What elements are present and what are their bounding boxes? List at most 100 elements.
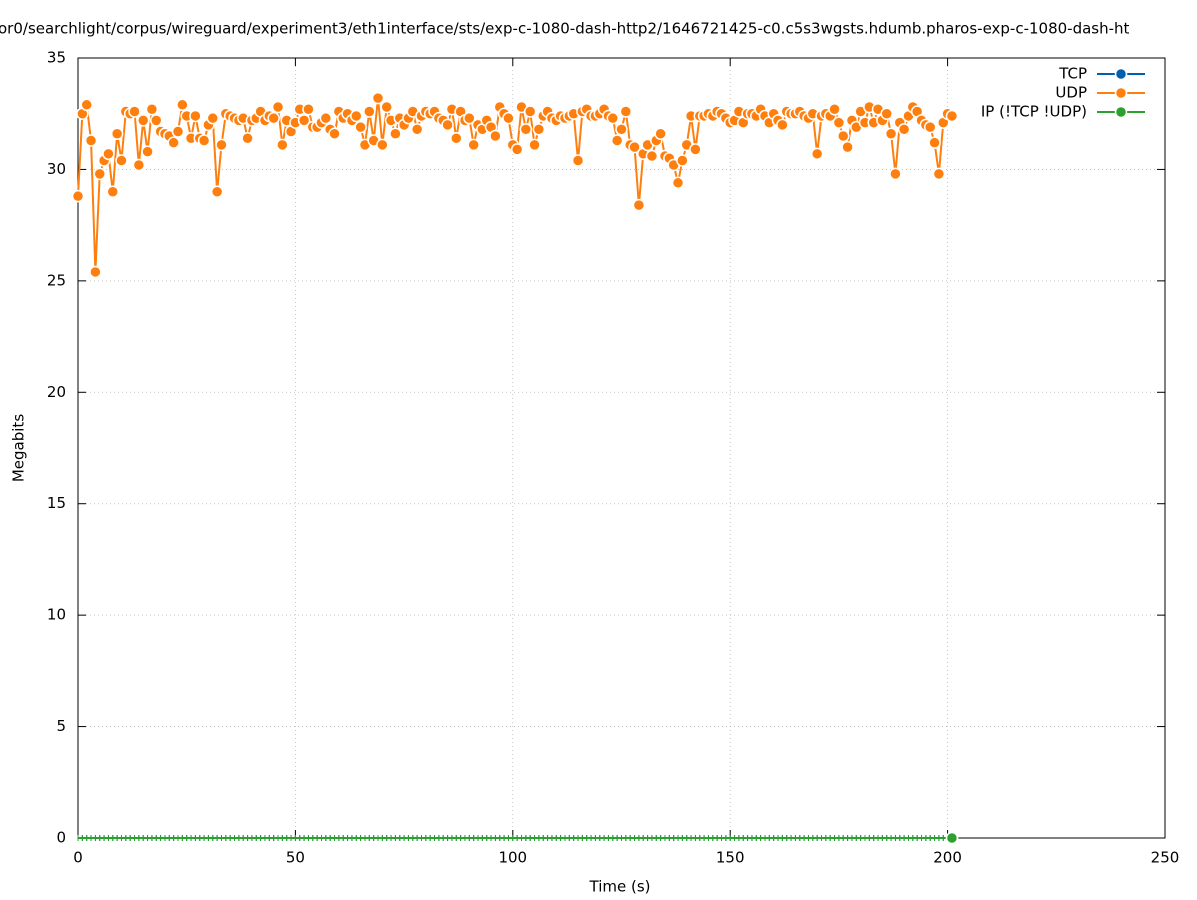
data-point (115, 154, 128, 167)
data-point (145, 103, 159, 116)
data-point (354, 120, 367, 134)
y-axis-label: Megabits (10, 414, 28, 482)
legend-label: IP (!TCP !UDP) (981, 103, 1087, 121)
data-point (606, 111, 620, 125)
data-point (84, 134, 98, 147)
data-point (897, 123, 911, 136)
data-point (110, 127, 124, 141)
data-point (884, 127, 898, 141)
data-point (215, 138, 228, 152)
data-point (945, 109, 959, 123)
data-point (267, 111, 280, 125)
x-tick-label: 150 (716, 849, 745, 867)
data-point (371, 91, 385, 105)
data-point (676, 154, 689, 167)
data-point (519, 123, 533, 136)
data-point (619, 105, 633, 118)
y-tick-label: 20 (47, 383, 66, 401)
data-point (363, 105, 376, 118)
data-point (628, 140, 641, 154)
y-tick-label: 25 (47, 271, 66, 289)
data-point (510, 143, 524, 156)
data-point (206, 111, 220, 125)
data-point (810, 147, 824, 161)
data-point (523, 105, 537, 118)
x-tick-label: 100 (498, 849, 527, 867)
data-point (528, 138, 541, 152)
data-point (302, 103, 315, 116)
y-tick-label: 30 (47, 160, 66, 178)
data-point (171, 125, 185, 138)
data-point (271, 100, 285, 114)
data-point (71, 189, 85, 203)
data-point (450, 131, 463, 145)
data-point (241, 131, 254, 145)
data-point (132, 158, 146, 172)
data-point (106, 185, 120, 198)
data-point (932, 167, 946, 181)
data-point (632, 198, 646, 212)
legend-marker (1114, 67, 1128, 81)
data-point (489, 129, 502, 143)
series (71, 91, 959, 279)
data-point (441, 118, 454, 132)
data-point (889, 167, 902, 181)
data-point (836, 129, 850, 143)
data-point (141, 145, 154, 158)
data-point (102, 147, 115, 161)
data-point (502, 111, 515, 125)
data-point (410, 123, 424, 136)
data-point (389, 127, 402, 141)
data-point (150, 114, 163, 127)
x-tick-label: 200 (933, 849, 962, 867)
legend-marker (1114, 105, 1128, 119)
x-tick-label: 0 (73, 849, 83, 867)
data-point (89, 265, 102, 279)
y-tick-label: 5 (56, 717, 66, 735)
x-tick-label: 250 (1151, 849, 1180, 867)
data-point (467, 138, 480, 152)
data-point (928, 136, 941, 149)
data-point (571, 154, 585, 167)
data-point (880, 107, 893, 120)
data-point (923, 120, 937, 134)
data-point (210, 185, 224, 198)
data-point (610, 134, 624, 147)
data-point (80, 98, 93, 112)
data-point (128, 105, 141, 118)
data-point (197, 134, 211, 147)
data-point (167, 136, 180, 149)
data-point (945, 831, 959, 845)
y-tick-label: 35 (47, 49, 66, 67)
x-axis-label: Time (s) (589, 878, 651, 896)
data-point (463, 111, 476, 125)
data-point (93, 167, 106, 181)
data-point (532, 123, 546, 136)
data-point (841, 140, 854, 154)
data-point (776, 118, 789, 132)
legend-marker (1114, 86, 1128, 100)
data-point (671, 176, 685, 190)
data-point (832, 116, 846, 129)
data-point (376, 138, 389, 152)
data-point (645, 149, 659, 163)
x-tick-label: 50 (286, 849, 305, 867)
data-point (689, 143, 702, 156)
data-point (297, 114, 311, 127)
y-tick-label: 15 (47, 494, 66, 512)
series (77, 831, 959, 845)
data-point (328, 127, 341, 141)
chart-title: or0/searchlight/corpus/wireguard/experim… (0, 20, 1130, 38)
legend-label: UDP (1055, 84, 1087, 102)
data-point (654, 127, 667, 141)
data-point (276, 138, 289, 152)
data-point (189, 109, 202, 123)
data-point (136, 114, 150, 127)
y-tick-label: 10 (47, 606, 66, 624)
data-point (828, 103, 841, 116)
legend-label: TCP (1058, 65, 1087, 83)
data-point (615, 123, 628, 136)
